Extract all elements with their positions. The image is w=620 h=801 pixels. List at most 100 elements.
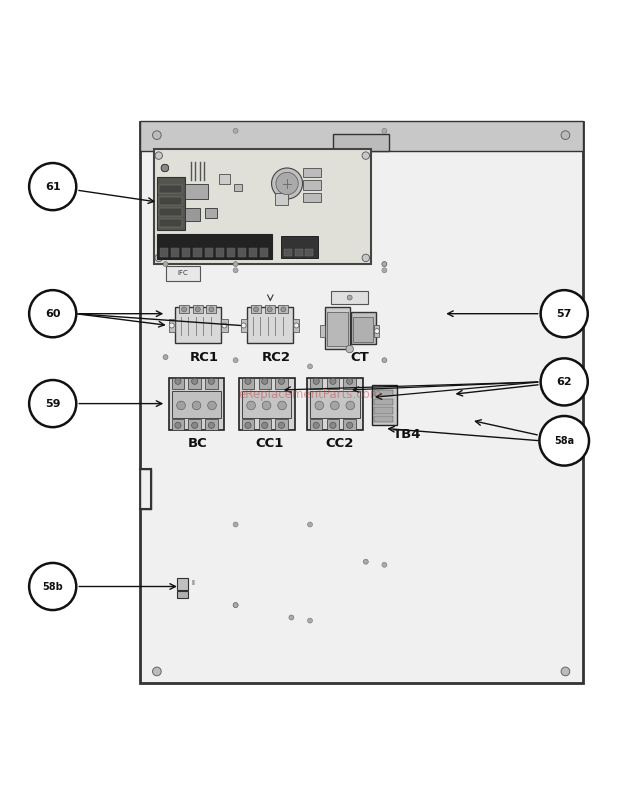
Bar [239,377,294,430]
Circle shape [289,615,294,620]
Circle shape [208,422,215,429]
Bar [310,377,322,388]
Bar [374,408,393,413]
Bar [205,419,218,430]
Circle shape [161,164,169,171]
Circle shape [347,422,353,429]
Text: 61: 61 [45,182,61,191]
Circle shape [233,268,238,273]
Circle shape [245,422,251,429]
Bar [179,305,189,313]
Circle shape [267,307,272,312]
Circle shape [192,378,198,384]
Bar [374,390,393,396]
Circle shape [222,323,227,328]
Circle shape [177,401,185,410]
Bar [205,377,218,388]
Circle shape [192,401,201,410]
Bar [188,377,201,388]
Text: IFC: IFC [177,271,188,276]
Bar [140,469,151,509]
Circle shape [541,358,588,405]
Bar [159,185,182,193]
Text: CC2: CC2 [326,437,354,450]
Bar [343,377,356,388]
Text: 60: 60 [45,308,61,319]
Text: II: II [191,580,195,586]
Circle shape [175,378,181,384]
Bar [351,312,376,344]
Circle shape [382,562,387,567]
Circle shape [382,358,387,363]
Bar [303,193,321,202]
Bar [242,419,254,430]
Bar [320,325,325,336]
Bar [169,320,175,332]
Circle shape [241,323,246,328]
Text: CC1: CC1 [255,437,284,450]
Bar [166,266,200,281]
Bar [175,307,221,343]
Circle shape [233,262,238,267]
Circle shape [262,401,271,410]
Bar [154,150,371,264]
Bar [275,377,288,388]
Bar [259,377,271,388]
Circle shape [308,522,312,527]
Circle shape [330,401,339,410]
Circle shape [278,422,285,429]
Circle shape [382,262,387,267]
Circle shape [209,307,214,312]
Bar [334,134,389,151]
Bar [310,419,322,430]
Bar [325,307,350,349]
Bar [310,391,360,418]
Circle shape [155,254,162,262]
Circle shape [294,323,299,328]
Circle shape [315,401,324,410]
Circle shape [308,364,312,369]
Circle shape [175,422,181,429]
Circle shape [346,401,355,410]
Bar [234,183,242,191]
Bar [185,183,208,199]
Circle shape [363,559,368,564]
Bar [275,193,288,205]
Bar [205,208,217,218]
Circle shape [169,323,174,328]
Bar [259,419,271,430]
Circle shape [29,163,76,210]
Circle shape [382,262,387,267]
Bar [374,399,393,405]
Circle shape [208,378,215,384]
Circle shape [272,168,303,199]
Bar [327,312,348,346]
Circle shape [233,128,238,133]
Circle shape [541,290,588,337]
Bar [185,208,200,221]
Bar [193,305,203,313]
Circle shape [276,172,298,195]
Circle shape [254,307,259,312]
Bar [242,391,291,418]
Bar [171,248,179,256]
Text: CT: CT [350,351,369,364]
Circle shape [161,164,169,171]
Bar [303,180,321,190]
Circle shape [561,131,570,139]
Bar [247,307,293,343]
Bar [374,325,379,336]
Circle shape [182,307,187,312]
Bar [331,291,368,304]
Bar [157,235,272,260]
Bar [140,122,583,151]
Bar [172,391,221,418]
Circle shape [195,307,200,312]
Text: 58b: 58b [42,582,63,591]
Bar [188,419,201,430]
Bar [241,320,247,332]
Circle shape [278,378,285,384]
Bar [177,578,188,590]
Circle shape [278,401,286,410]
Circle shape [281,307,286,312]
